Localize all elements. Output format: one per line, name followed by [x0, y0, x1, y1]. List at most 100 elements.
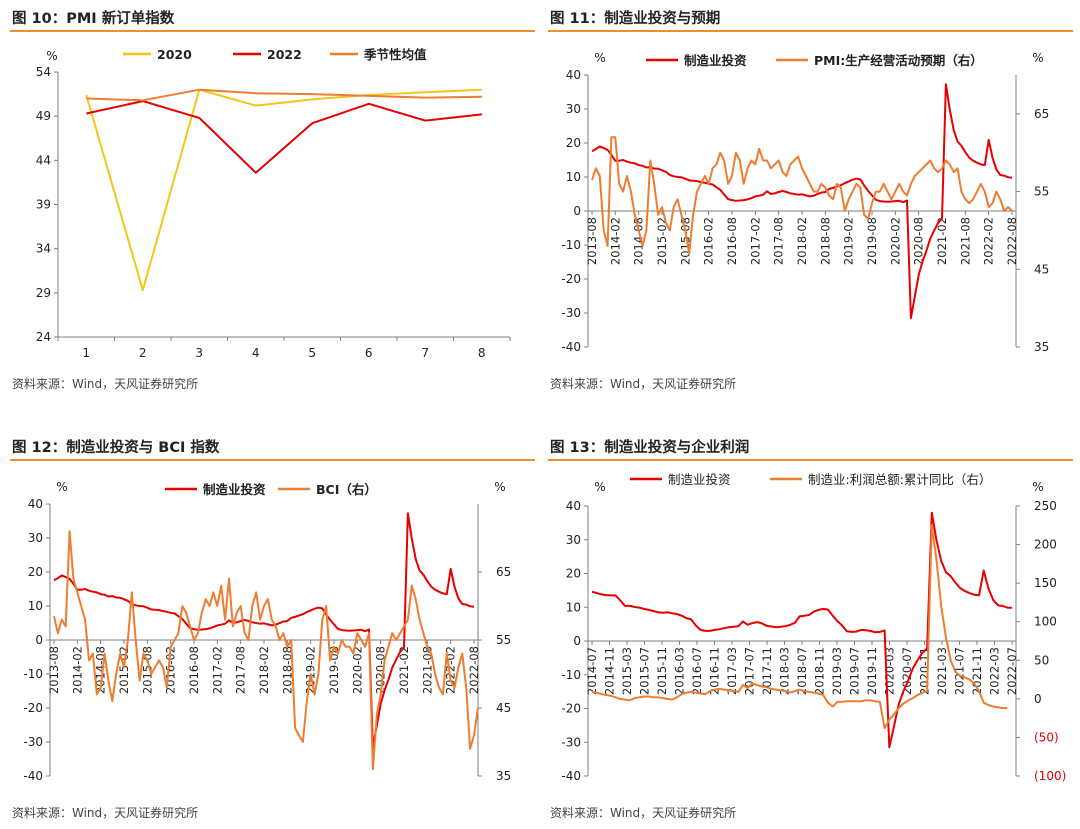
y-tick-label: -10: [23, 667, 43, 681]
y-tick-label: 30: [566, 102, 581, 116]
y-axis-unit: %: [56, 480, 67, 494]
x-tick-label: 8: [478, 346, 486, 360]
x-tick-label: 2021-08: [420, 646, 434, 694]
y-right-tick-label: 35: [496, 769, 511, 783]
y-tick-label: -20: [561, 272, 581, 286]
x-tick-label: 2015-08: [140, 646, 154, 694]
y-right-tick-label: 55: [1034, 185, 1049, 199]
y-tick-label: -20: [561, 702, 581, 716]
y-right-tick-label: 65: [496, 565, 511, 579]
x-tick-label: 2017-07: [743, 647, 757, 695]
x-tick-label: 2014-02: [608, 217, 622, 265]
x-tick-label: 2014-08: [632, 217, 646, 265]
x-tick-label: 2: [139, 346, 147, 360]
y-tick-label: 20: [28, 565, 43, 579]
x-tick-label: 2013-08: [47, 646, 61, 694]
y-tick-label: 39: [36, 198, 51, 212]
x-tick-label: 2016-08: [187, 646, 201, 694]
x-tick-label: 2019-03: [830, 647, 844, 695]
legend-label: 2022: [267, 47, 302, 62]
y-axis-unit: %: [594, 480, 605, 494]
y-right-tick-label: (50): [1034, 730, 1059, 744]
x-tick-label: 2017-08: [772, 217, 786, 265]
x-tick-label: 2016-11: [708, 647, 722, 695]
y-right-tick-label: 35: [1034, 340, 1049, 354]
x-tick-label: 2020-02: [350, 646, 364, 694]
legend-label: 制造业:利润总额:累计同比（右）: [808, 472, 991, 487]
y-tick-label: 49: [36, 109, 51, 123]
series-line-2: [86, 88, 482, 102]
x-tick-label: 2022-07: [1005, 647, 1019, 695]
y-tick-label: 29: [36, 286, 51, 300]
x-tick-label: 2020-11: [918, 647, 932, 695]
y-right-tick-label: 200: [1034, 538, 1057, 552]
x-tick-label: 2016-03: [673, 647, 687, 695]
y-tick-label: -40: [23, 769, 43, 783]
x-tick-label: 2016-08: [725, 217, 739, 265]
y-tick-label: 34: [36, 242, 51, 256]
legend-label: BCI（右）: [316, 482, 377, 497]
chart-panel-10: 图 10：PMI 新订单指数 24 29 34 39 44 49 54% 1 2 3 4 5 6 7 8 20…: [10, 8, 535, 391]
x-tick-label: 2015-03: [620, 647, 634, 695]
x-tick-label: 2021-03: [935, 647, 949, 695]
x-tick-label: 2020-08: [912, 217, 926, 265]
chart-panel-11: 图 11：制造业投资与预期 -40 -30 -20 -10 0 10 20 30 40% 35 45…: [548, 8, 1073, 391]
y-tick-label: 40: [28, 497, 43, 511]
legend-label: PMI:生产经营活动预期（右）: [814, 53, 983, 68]
x-tick-label: 2021-02: [935, 217, 949, 265]
y-tick-label: 10: [566, 170, 581, 184]
chart-title: 图 13：制造业投资与企业利润: [548, 437, 1073, 461]
x-tick-label: 2014-02: [70, 646, 84, 694]
y-tick-label: 0: [573, 204, 581, 218]
y-tick-label: -30: [561, 735, 581, 749]
y-right-axis-unit: %: [1032, 51, 1043, 65]
chart-title: 图 11：制造业投资与预期: [548, 8, 1073, 32]
x-tick-label: 2017-03: [725, 647, 739, 695]
y-tick-label: 44: [36, 153, 51, 167]
y-right-tick-label: 65: [1034, 107, 1049, 121]
legend-label: 制造业投资: [684, 53, 747, 68]
x-tick-label: 2022-02: [982, 217, 996, 265]
x-tick-label: 2022-08: [1005, 217, 1019, 265]
y-axis-unit: %: [594, 51, 605, 65]
chart-13-svg: -40 -30 -20 -10 0 10 20 30 40% (100) (50) 0 50 100 150…: [561, 472, 1066, 783]
source-note: 资料来源：Wind，天风证券研究所: [550, 806, 737, 820]
x-tick-label: 2015-11: [655, 647, 669, 695]
x-tick-label: 5: [308, 346, 316, 360]
x-tick-label: 2021-07: [953, 647, 967, 695]
legend-label: 制造业投资: [668, 472, 731, 487]
y-tick-label: 40: [566, 499, 581, 513]
x-tick-label: 6: [365, 346, 373, 360]
x-tick-label: 2019-08: [865, 217, 879, 265]
y-right-tick-label: 45: [496, 701, 511, 715]
series-line-1: [53, 530, 479, 771]
chart-title: 图 12：制造业投资与 BCI 指数: [10, 437, 535, 461]
chart-11-svg: -40 -30 -20 -10 0 10 20 30 40% 35 45 55 65% 2013-08 20…: [561, 51, 1049, 354]
y-tick-label: -30: [23, 735, 43, 749]
chart-panel-13: 图 13：制造业投资与企业利润 -40 -30 -20 -10 0 10 20 30 40% (1…: [548, 437, 1073, 820]
series-line-0: [591, 83, 1013, 320]
series-line-1: [591, 524, 1008, 730]
y-right-tick-label: 150: [1034, 576, 1057, 590]
x-tick-label: 2022-08: [467, 646, 481, 694]
x-tick-label: 2016-07: [690, 647, 704, 695]
y-right-tick-label: 55: [496, 633, 511, 647]
y-right-tick-label: 250: [1034, 499, 1057, 513]
x-tick-label: 2015-07: [638, 647, 652, 695]
y-tick-label: -40: [561, 340, 581, 354]
x-tick-label: 2018-11: [813, 647, 827, 695]
y-tick-label: 54: [36, 65, 51, 79]
x-tick-label: 2013-08: [585, 217, 599, 265]
x-tick-label: 2017-08: [234, 646, 248, 694]
source-note: 资料来源：Wind，天风证券研究所: [12, 806, 199, 820]
legend-label: 季节性均值: [363, 47, 427, 62]
x-tick-label: 2020-07: [900, 647, 914, 695]
x-tick-label: 2015-02: [655, 217, 669, 265]
series-line-0: [53, 512, 475, 749]
y-tick-label: 0: [35, 633, 43, 647]
y-tick-label: 30: [566, 533, 581, 547]
y-right-tick-label: 50: [1034, 653, 1049, 667]
x-tick-label: 2021-08: [958, 217, 972, 265]
chart-title: 图 10：PMI 新订单指数: [10, 8, 535, 32]
x-tick-label: 2018-08: [280, 646, 294, 694]
